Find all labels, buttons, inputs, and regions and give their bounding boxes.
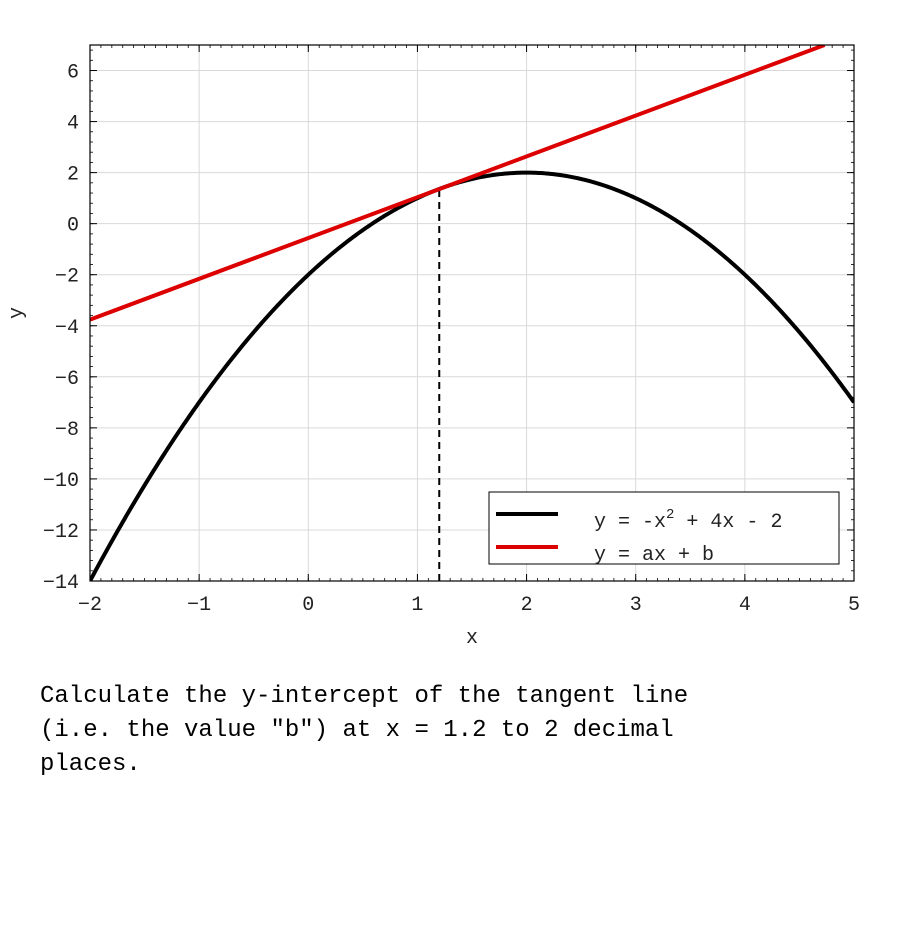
y-tick-label: 4: [67, 113, 79, 136]
x-tick-label: 2: [521, 594, 533, 617]
x-tick-label: 3: [630, 594, 642, 617]
legend-label-tangent: y = ax + b: [594, 544, 714, 567]
legend-label-parabola-exponent: 2: [666, 507, 674, 523]
x-axis-label: x: [466, 627, 478, 650]
y-tick-label: 2: [67, 164, 79, 187]
plot-area: [90, 45, 854, 581]
y-tick-label: −2: [55, 266, 79, 289]
legend-label-parabola-part2: + 4x - 2: [674, 511, 782, 534]
y-tick-label: −14: [43, 572, 79, 595]
x-tick-label: 5: [848, 594, 860, 617]
y-tick-label: −10: [43, 470, 79, 493]
y-tick-label: 6: [67, 62, 79, 85]
y-tick-label: 0: [67, 215, 79, 238]
plot-frame: [89, 44, 855, 582]
y-tick-label: −8: [55, 419, 79, 442]
y-tick-label: −12: [43, 521, 79, 544]
legend: y = -x2 + 4x - 2 y = ax + b: [488, 491, 840, 567]
x-tick-label: 4: [739, 594, 751, 617]
question-text: Calculate the y-intercept of the tangent…: [40, 680, 860, 782]
y-tick-label: −4: [55, 317, 79, 340]
legend-label-parabola: y = -x2 + 4x - 2: [594, 507, 782, 534]
tangent-line: [90, 45, 826, 322]
question-line: Calculate the y-intercept of the tangent…: [40, 683, 689, 710]
question-line: (i.e. the value "b") at x = 1.2 to 2 dec…: [40, 717, 674, 744]
question-line: places.: [40, 751, 141, 778]
x-tick-label: 1: [411, 594, 423, 617]
x-tick-label: −2: [78, 594, 102, 617]
y-tick-label: −6: [55, 368, 79, 391]
x-tick-label: −1: [187, 594, 211, 617]
parabola-curve-line: [90, 170, 854, 581]
legend-label-parabola-part1: y = -x: [594, 511, 666, 534]
y-axis-label: y: [6, 307, 29, 319]
x-tick-label: 0: [302, 594, 314, 617]
legend-box: [488, 491, 840, 565]
grid-lines: [89, 45, 855, 582]
